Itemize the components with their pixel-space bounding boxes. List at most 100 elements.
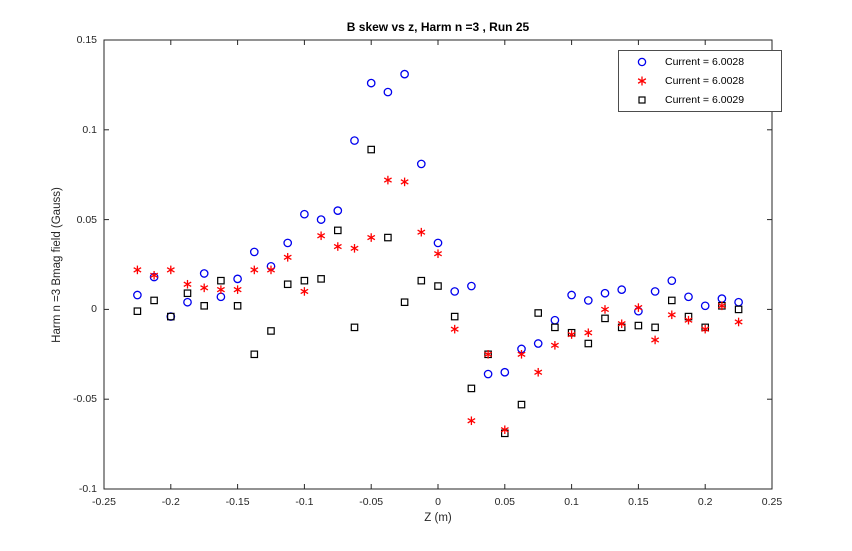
y-tick-label: -0.1 — [78, 483, 97, 495]
data-point-circle — [183, 297, 192, 307]
data-point-square — [367, 145, 376, 154]
data-point-square — [534, 309, 543, 317]
x-tick-label: 0 — [435, 496, 441, 508]
legend-label: Current = 6.0028 — [665, 75, 745, 87]
y-tick-label: 0.05 — [76, 213, 97, 226]
data-point-circle — [450, 287, 460, 296]
chart-title: B skew vs z, Harm n =3 , Run 25 — [346, 20, 530, 34]
data-point-asterisk — [350, 244, 359, 253]
data-point-square — [183, 289, 192, 298]
data-point-square — [334, 226, 342, 235]
data-point-asterisk — [367, 233, 376, 242]
data-point-circle — [433, 238, 443, 248]
data-point-circle — [717, 294, 727, 303]
data-point-square — [200, 302, 209, 310]
y-tick-label: -0.05 — [73, 393, 97, 406]
legend-item: Current = 6.0028 — [619, 72, 781, 91]
legend-item: Current = 6.0029 — [619, 91, 781, 110]
data-point-asterisk — [600, 305, 610, 314]
data-point-asterisk — [567, 330, 576, 339]
data-point-circle — [467, 281, 476, 291]
data-point-square — [551, 323, 559, 332]
data-point-asterisk — [250, 265, 259, 275]
x-tick-label: 0.05 — [494, 496, 516, 508]
square-marker-icon — [619, 94, 665, 106]
data-point-circle — [400, 69, 409, 79]
data-point-circle — [300, 209, 309, 219]
asterisk-marker-icon — [619, 75, 665, 87]
y-tick-label: 0.1 — [82, 123, 97, 136]
data-point-square — [651, 323, 659, 332]
data-point-square — [267, 327, 275, 335]
data-point-asterisk — [183, 279, 192, 289]
data-point-square — [517, 400, 526, 409]
y-tick-label: 0 — [91, 303, 97, 316]
data-point-circle — [333, 206, 343, 215]
data-point-asterisk — [534, 367, 543, 377]
data-point-square — [584, 339, 593, 348]
data-point-asterisk — [300, 287, 309, 296]
data-point-circle — [166, 312, 176, 321]
data-point-circle — [700, 301, 710, 311]
data-point-square — [233, 302, 242, 310]
data-point-square — [734, 305, 743, 314]
legend-item: Current = 6.0028 — [619, 53, 781, 72]
data-point-circle — [216, 292, 226, 302]
data-point-asterisk — [383, 175, 392, 185]
data-point-asterisk — [400, 177, 409, 187]
data-point-asterisk — [467, 416, 476, 426]
y-tick-label: 0.15 — [76, 34, 97, 46]
data-point-asterisk — [500, 425, 509, 435]
data-point-square — [384, 233, 392, 242]
x-tick-label: -0.25 — [92, 496, 116, 508]
data-point-square — [634, 321, 643, 330]
data-point-square — [133, 307, 142, 315]
data-point-square — [400, 298, 409, 307]
data-point-square — [667, 296, 676, 305]
data-point-asterisk — [584, 328, 593, 338]
data-point-square — [167, 312, 175, 321]
data-point-square — [150, 296, 158, 305]
x-tick-label: -0.05 — [359, 496, 384, 508]
data-point-circle — [667, 276, 677, 286]
data-point-circle — [650, 287, 660, 296]
data-point-square — [317, 275, 325, 283]
data-point-square — [434, 282, 442, 290]
data-point-circle — [416, 159, 426, 169]
data-point-asterisk — [734, 317, 743, 327]
data-point-circle — [583, 296, 593, 305]
data-point-asterisk — [417, 227, 426, 237]
data-point-square — [300, 276, 309, 285]
data-point-asterisk — [450, 324, 459, 334]
data-point-asterisk — [133, 265, 142, 275]
data-point-circle — [350, 136, 359, 145]
x-tick-label: 0.15 — [628, 496, 649, 508]
data-point-asterisk — [333, 242, 342, 251]
x-axis-label: Z (m) — [424, 512, 452, 524]
data-point-square — [283, 280, 292, 289]
data-point-asterisk — [233, 285, 242, 294]
data-point-asterisk — [317, 231, 326, 241]
data-point-asterisk — [216, 285, 225, 294]
x-tick-label: 0.25 — [761, 496, 783, 508]
legend-label: Current = 6.0028 — [665, 56, 745, 68]
data-point-asterisk — [283, 253, 292, 262]
data-point-asterisk — [484, 350, 493, 359]
data-point-circle — [316, 215, 326, 224]
data-point-circle — [550, 315, 560, 325]
data-point-square — [467, 384, 476, 393]
data-point-circle — [233, 274, 242, 284]
legend: Current = 6.0028 Current = 6.0028 Curren… — [618, 50, 782, 112]
data-point-circle — [133, 290, 142, 300]
data-point-circle — [483, 369, 493, 379]
x-tick-label: -0.2 — [161, 496, 180, 508]
data-point-asterisk — [684, 315, 693, 325]
data-point-asterisk — [617, 319, 626, 329]
data-point-circle — [600, 288, 610, 298]
data-point-square — [250, 350, 259, 359]
data-point-asterisk — [166, 265, 175, 275]
data-point-asterisk — [667, 310, 676, 320]
data-point-asterisk — [717, 301, 726, 311]
